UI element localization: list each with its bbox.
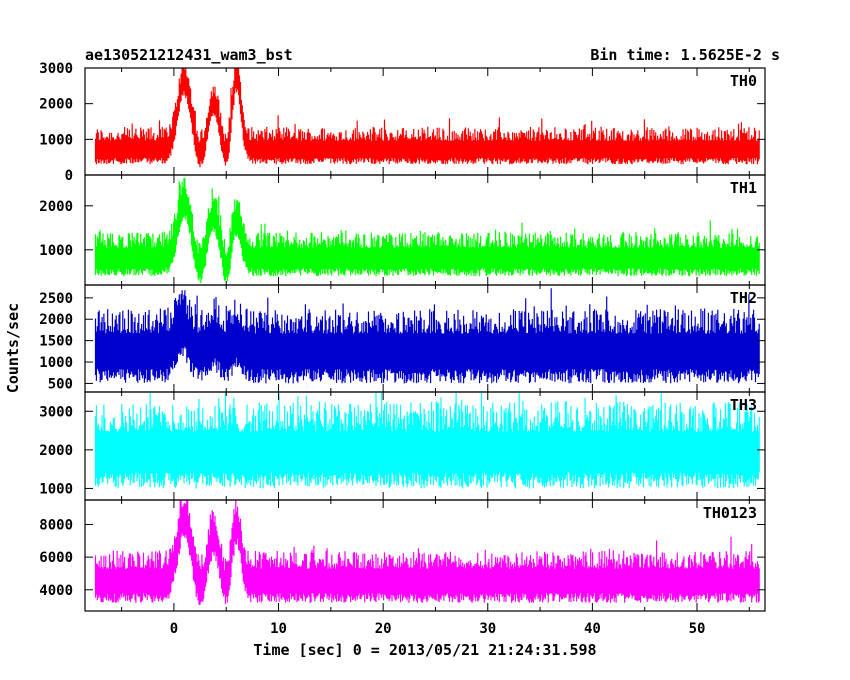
y-tick-label: 6000	[39, 550, 73, 566]
x-tick-label: 10	[270, 621, 287, 637]
chart-title-right: Bin time: 1.5625E-2 s	[590, 46, 780, 64]
x-tick-label: 50	[689, 621, 706, 637]
y-tick-label: 1500	[39, 334, 73, 350]
y-tick-label: 500	[48, 376, 73, 392]
y-tick-label: 2500	[39, 291, 73, 307]
panel-label-th0123: TH0123	[703, 504, 757, 522]
x-tick-label: 30	[479, 621, 496, 637]
series-th0	[94, 68, 760, 168]
panel-label-th0: TH0	[730, 72, 757, 90]
y-tick-label: 3000	[39, 404, 73, 420]
panel-frame-th0123	[84, 499, 766, 612]
series-th1	[94, 178, 760, 284]
panels-group: TH00100020003000TH110002000TH25001000150…	[39, 61, 766, 637]
y-axis-label: Counts/sec	[4, 303, 22, 393]
y-tick-label: 2000	[39, 199, 73, 215]
y-tick-label: 1000	[39, 243, 73, 259]
x-axis-label: Time [sec] 0 = 2013/05/21 21:24:31.598	[253, 641, 596, 659]
y-tick-label: 4000	[39, 583, 73, 599]
panel-label-th2: TH2	[730, 289, 757, 307]
panel-label-th1: TH1	[730, 179, 757, 197]
y-tick-label: 1000	[39, 132, 73, 148]
chart-title-left: ae130521212431_wam3_bst	[85, 46, 293, 64]
x-tick-label: 20	[375, 621, 392, 637]
y-tick-label: 3000	[39, 61, 73, 77]
y-tick-label: 2000	[39, 97, 73, 113]
series-th3	[94, 392, 760, 489]
y-tick-label: 1000	[39, 355, 73, 371]
y-tick-label: 8000	[39, 517, 73, 533]
series-th2	[94, 288, 760, 384]
x-tick-label: 40	[584, 621, 601, 637]
y-tick-label: 0	[65, 168, 73, 184]
x-tick-label: 0	[170, 621, 178, 637]
panel-label-th3: TH3	[730, 396, 757, 414]
y-tick-label: 2000	[39, 312, 73, 328]
y-tick-label: 2000	[39, 443, 73, 459]
series-th0123	[94, 500, 760, 605]
y-tick-label: 1000	[39, 481, 73, 497]
